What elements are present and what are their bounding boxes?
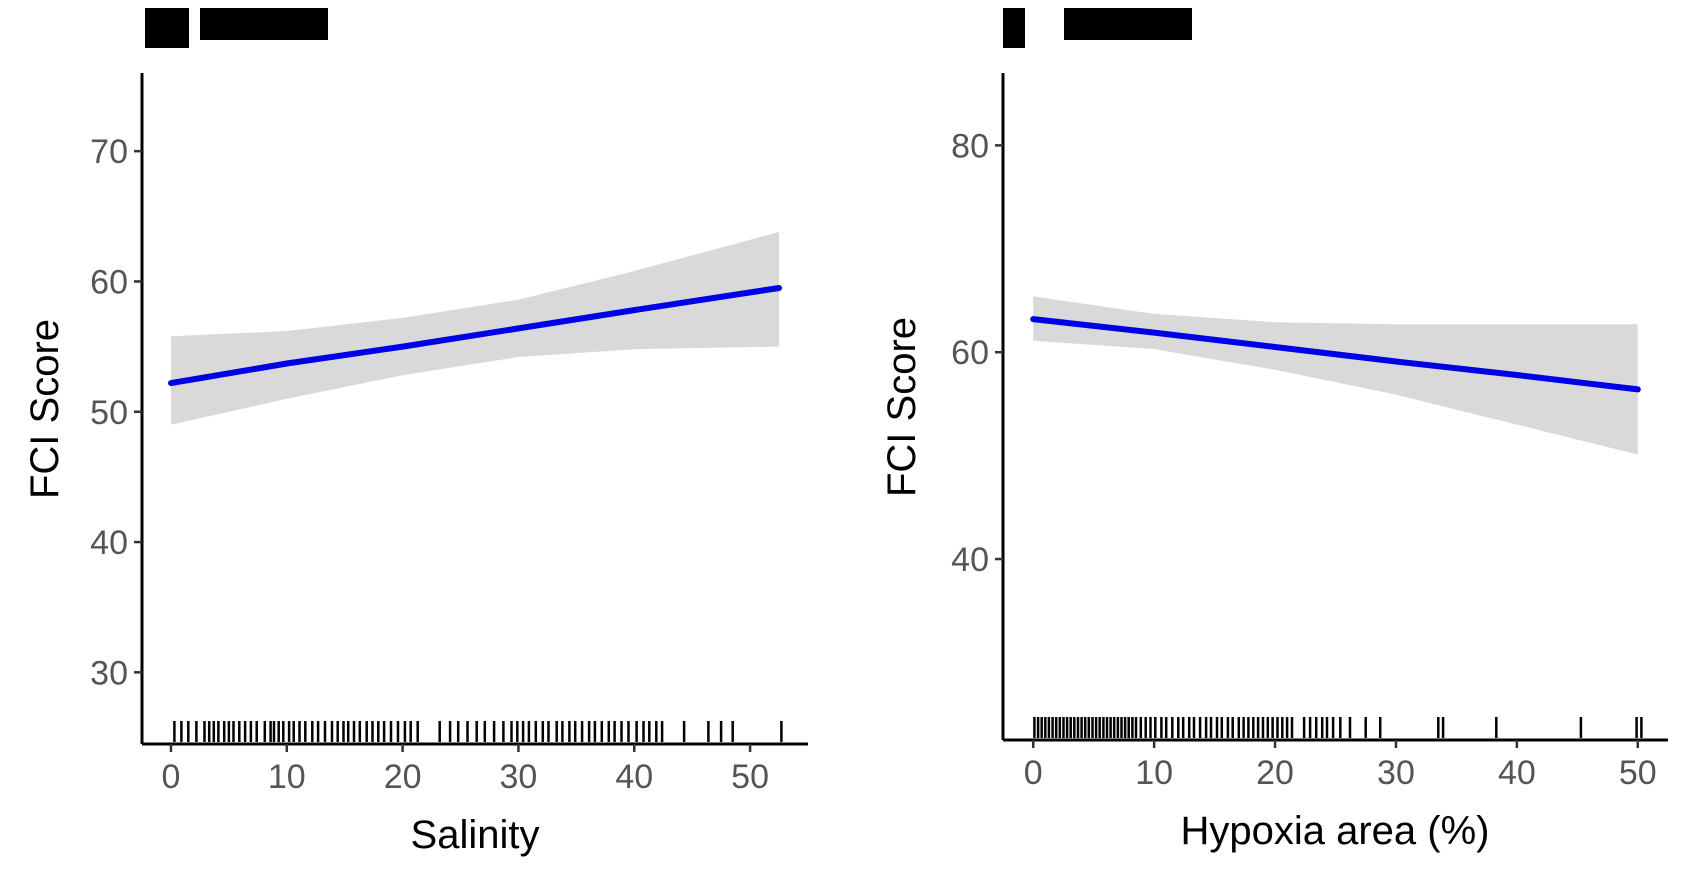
y-tick-label: 40 [90, 524, 128, 562]
x-tick-label: 20 [384, 758, 422, 796]
y-tick-label: 60 [90, 263, 128, 301]
panel-hypoxia: 0 10 20 30 40 50 40 60 80 Hypoxia area (%) FCI S… [880, 8, 1668, 853]
x-tick-label: 40 [1498, 754, 1536, 792]
confidence-band [1033, 296, 1638, 455]
rug-layer [173, 721, 783, 742]
panel-label-box [200, 8, 328, 40]
y-tick-label: 40 [951, 541, 989, 579]
x-tick-label: 20 [1256, 754, 1294, 792]
x-tick-label: 10 [268, 758, 306, 796]
confidence-band [171, 232, 779, 425]
confidence-band-layer [171, 232, 779, 425]
fit-line-layer [1030, 316, 1641, 393]
x-tick-label: 30 [500, 758, 538, 796]
x-tick-label: 0 [161, 758, 180, 796]
y-tick-label: 80 [951, 127, 989, 165]
y-axis-title: FCI Score [23, 319, 67, 499]
axes-layer: 0 10 20 30 40 50 30 40 50 60 70 [90, 73, 808, 796]
fit-line-layer [168, 285, 782, 387]
x-tick-label: 10 [1135, 754, 1173, 792]
x-axis-title: Hypoxia area (%) [1180, 809, 1489, 853]
fit-line [1030, 316, 1641, 393]
axes-layer: 0 10 20 30 40 50 40 60 80 [951, 73, 1668, 792]
x-tick-label: 30 [1377, 754, 1415, 792]
x-tick-label: 0 [1024, 754, 1043, 792]
confidence-band-layer [1033, 296, 1638, 455]
fit-line [168, 285, 782, 387]
x-tick-label: 50 [731, 758, 769, 796]
panel-label-box [145, 8, 189, 48]
y-tick-label: 30 [90, 654, 128, 692]
panel-salinity: 0 10 20 30 40 50 30 40 50 60 70 Salinity FCI Score [23, 8, 808, 857]
panel-label-box [1064, 8, 1192, 40]
y-tick-label: 50 [90, 394, 128, 432]
y-axis-title: FCI Score [880, 317, 924, 497]
rug-layer [1033, 717, 1643, 738]
x-tick-label: 50 [1619, 754, 1657, 792]
panel-label-box [1003, 8, 1025, 48]
y-tick-label: 60 [951, 334, 989, 372]
y-tick-label: 70 [90, 133, 128, 171]
x-tick-label: 40 [615, 758, 653, 796]
x-axis-title: Salinity [411, 813, 540, 857]
